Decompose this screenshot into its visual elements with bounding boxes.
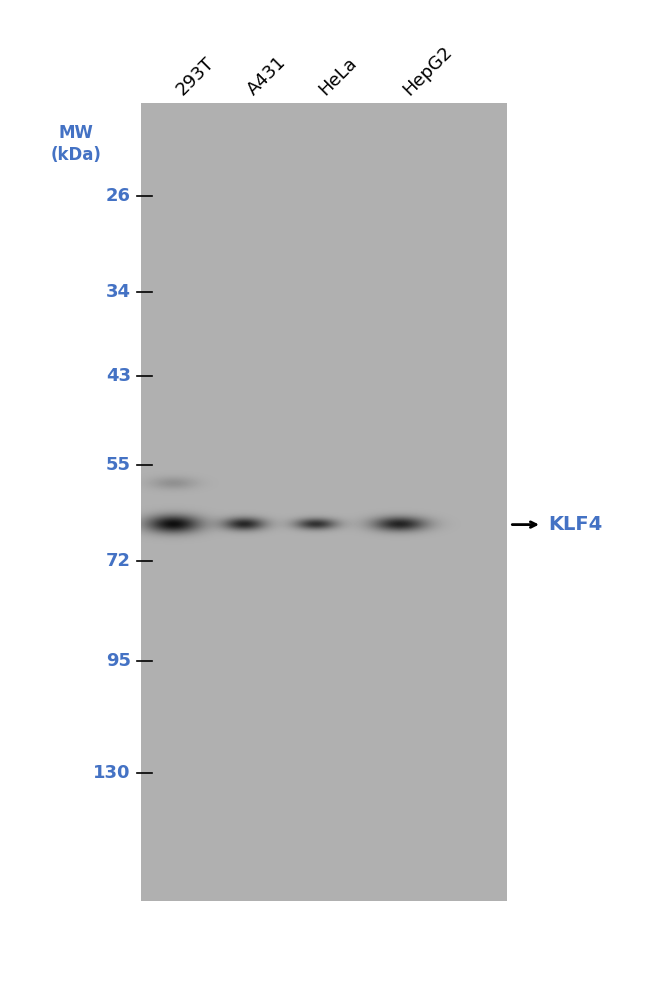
Text: 72: 72 (106, 552, 131, 570)
Text: MW
(kDa): MW (kDa) (51, 124, 101, 164)
Text: 95: 95 (106, 651, 131, 670)
Text: A431: A431 (244, 53, 290, 99)
Text: HepG2: HepG2 (400, 43, 456, 99)
Text: 34: 34 (106, 284, 131, 301)
Text: 130: 130 (94, 764, 131, 782)
Text: 43: 43 (106, 367, 131, 386)
Text: KLF4: KLF4 (549, 515, 603, 534)
Text: 26: 26 (106, 187, 131, 205)
Text: HeLa: HeLa (315, 54, 360, 99)
Text: 293T: 293T (173, 54, 218, 99)
Text: 55: 55 (106, 455, 131, 474)
